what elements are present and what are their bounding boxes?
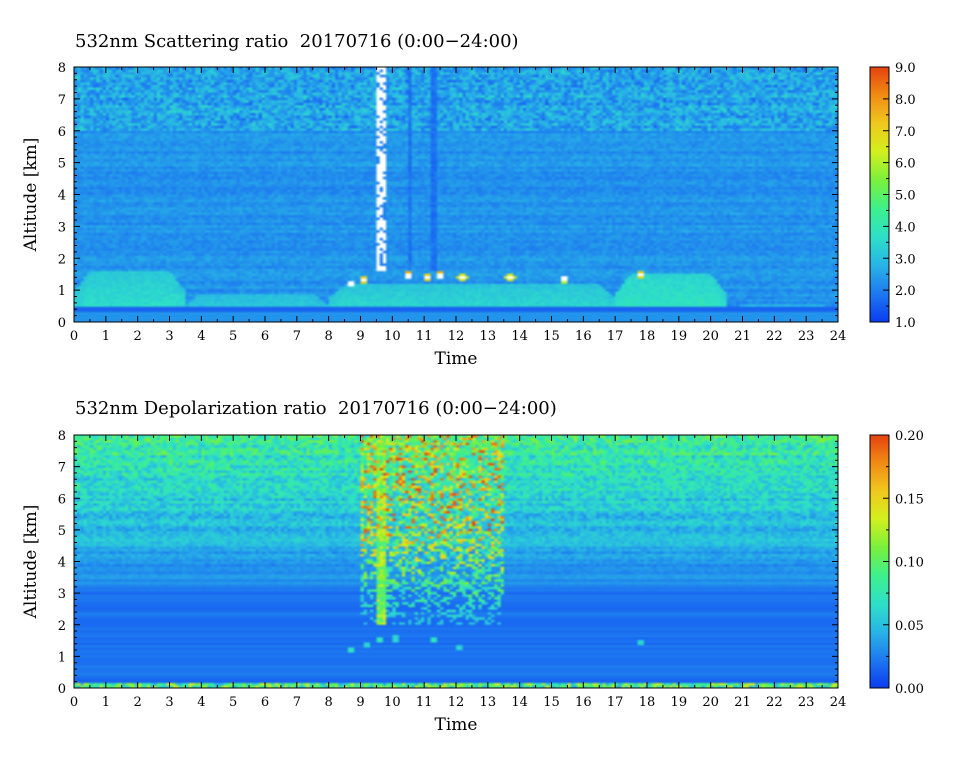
y-tick-label: 0 — [58, 316, 66, 331]
x-tick-label: 10 — [384, 695, 401, 710]
y-tick-label: 1 — [58, 650, 66, 665]
y-tick-label: 4 — [58, 189, 66, 204]
colorbar-tick-label: 0.00 — [895, 682, 924, 697]
x-tick-label: 14 — [511, 329, 528, 344]
heatmap-image — [74, 435, 838, 688]
x-tick-label: 7 — [293, 329, 301, 344]
x-tick-label: 11 — [416, 329, 433, 344]
colorbar-tick-label: 0.20 — [895, 429, 924, 444]
colorbar-tick-label: 0.10 — [895, 556, 924, 571]
x-tick-label: 4 — [197, 329, 205, 344]
y-tick-label: 3 — [58, 587, 66, 602]
x-tick-label: 6 — [261, 695, 269, 710]
x-tick-label: 6 — [261, 329, 269, 344]
x-tick-label: 4 — [197, 695, 205, 710]
y-tick-label: 5 — [58, 524, 66, 539]
x-tick-label: 9 — [356, 329, 364, 344]
x-tick-label: 5 — [229, 329, 237, 344]
y-tick-label: 2 — [58, 619, 66, 634]
chart-title: 532nm Scattering ratio 20170716 (0:00−24… — [75, 31, 519, 52]
scattering-ratio-panel: 532nm Scattering ratio 20170716 (0:00−24… — [21, 31, 916, 369]
x-tick-label: 21 — [734, 329, 751, 344]
x-tick-label: 15 — [543, 695, 560, 710]
colorbar-tick-label: 5.0 — [895, 189, 916, 204]
x-tick-label: 1 — [102, 329, 110, 344]
depolarization-ratio-panel: 532nm Depolarization ratio 20170716 (0:0… — [0, 368, 960, 770]
x-tick-label: 19 — [671, 329, 688, 344]
y-tick-label: 3 — [58, 220, 66, 235]
x-tick-label: 18 — [639, 329, 656, 344]
y-tick-label: 8 — [58, 61, 66, 76]
y-axis-label: Altitude [km] — [21, 138, 41, 253]
x-tick-label: 10 — [384, 329, 401, 344]
x-tick-label: 3 — [165, 329, 173, 344]
y-tick-label: 2 — [58, 252, 66, 267]
colorbar-tick-label: 0.05 — [895, 619, 924, 634]
y-tick-label: 4 — [58, 556, 66, 571]
x-tick-label: 13 — [480, 695, 497, 710]
heatmap-image — [74, 67, 838, 322]
x-tick-label: 12 — [448, 695, 465, 710]
x-tick-label: 23 — [798, 695, 815, 710]
y-tick-label: 6 — [58, 492, 66, 507]
x-tick-label: 13 — [480, 329, 497, 344]
y-tick-label: 7 — [58, 461, 66, 476]
colorbar-tick-label: 8.0 — [895, 93, 916, 108]
x-tick-label: 0 — [70, 695, 78, 710]
x-tick-label: 5 — [229, 695, 237, 710]
x-tick-label: 7 — [293, 695, 301, 710]
x-tick-label: 24 — [830, 329, 847, 344]
x-tick-label: 15 — [543, 329, 560, 344]
colorbar-tick-label: 3.0 — [895, 252, 916, 267]
x-tick-label: 21 — [734, 695, 751, 710]
scattering-ratio-chart: 0 1 2 3 4 5 6 7 8 9 10 11 12 13 14 15 16 17 18 19 20 21 22 23 24… — [21, 61, 916, 369]
colorbar-tick-label: 4.0 — [895, 220, 916, 235]
x-tick-label: 14 — [511, 695, 528, 710]
x-axis-label: Time — [435, 715, 478, 735]
x-tick-label: 22 — [766, 329, 783, 344]
x-tick-label: 22 — [766, 695, 783, 710]
x-tick-label: 23 — [798, 329, 815, 344]
x-tick-label: 9 — [356, 695, 364, 710]
colorbar-tick-label: 7.0 — [895, 125, 916, 140]
colorbar-tick-label: 0.15 — [895, 492, 924, 507]
colorbar-tick-label: 9.0 — [895, 61, 916, 76]
x-tick-label: 8 — [325, 329, 333, 344]
colorbar-tick-label: 6.0 — [895, 157, 916, 172]
y-axis-label: Altitude [km] — [21, 505, 41, 620]
x-tick-label: 16 — [575, 695, 592, 710]
x-tick-label: 3 — [165, 695, 173, 710]
x-tick-label: 12 — [448, 329, 465, 344]
x-tick-label: 2 — [134, 695, 142, 710]
x-tick-label: 16 — [575, 329, 592, 344]
x-tick-label: 17 — [607, 329, 624, 344]
x-tick-label: 0 — [70, 329, 78, 344]
y-tick-label: 5 — [58, 157, 66, 172]
y-tick-label: 7 — [58, 93, 66, 108]
x-tick-label: 8 — [325, 695, 333, 710]
x-tick-label: 2 — [134, 329, 142, 344]
x-tick-label: 11 — [416, 695, 433, 710]
colorbar-tick-label: 1.0 — [895, 316, 916, 331]
x-tick-label: 20 — [702, 695, 719, 710]
y-tick-label: 0 — [58, 682, 66, 697]
y-tick-label: 8 — [58, 429, 66, 444]
y-tick-label: 1 — [58, 284, 66, 299]
x-tick-label: 19 — [671, 695, 688, 710]
chart-title: 532nm Depolarization ratio 20170716 (0:0… — [75, 398, 557, 419]
colorbar-tick-label: 2.0 — [895, 284, 916, 299]
x-tick-label: 20 — [702, 329, 719, 344]
y-tick-label: 6 — [58, 125, 66, 140]
x-tick-label: 17 — [607, 695, 624, 710]
x-tick-label: 24 — [830, 695, 847, 710]
x-axis-label: Time — [435, 349, 478, 369]
depolarization-ratio-chart: 0 1 2 3 4 5 6 7 8 9 10 11 12 13 14 15 16 17 18 19 20 21 22 23 24… — [21, 429, 924, 735]
x-tick-label: 1 — [102, 695, 110, 710]
x-tick-label: 18 — [639, 695, 656, 710]
